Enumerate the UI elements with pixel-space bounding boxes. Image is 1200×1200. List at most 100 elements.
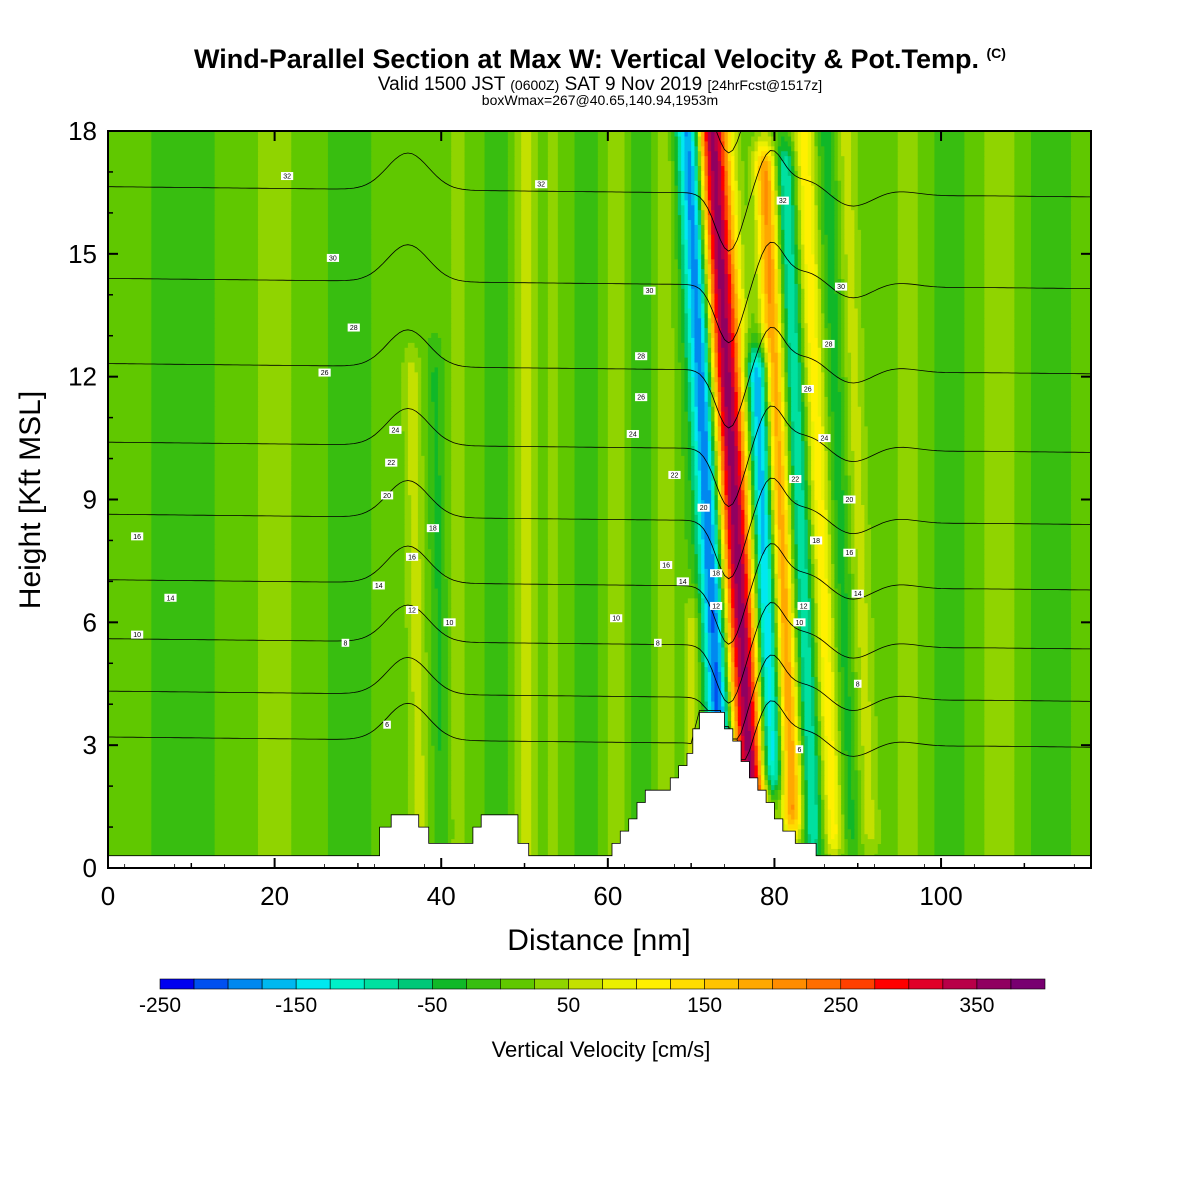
theta-label-text: 28: [825, 341, 833, 348]
x-tick-label: 20: [260, 881, 289, 911]
theta-label: 14: [676, 577, 689, 586]
theta-label: 16: [131, 532, 144, 541]
theta-label-text: 32: [779, 198, 787, 205]
theta-contour: [108, 241, 1091, 344]
theta-label: 10: [610, 614, 623, 623]
colorbar-tick-label: -50: [417, 994, 447, 1017]
theta-label-bg: [668, 470, 681, 479]
theta-contour: [108, 654, 1091, 740]
x-axis: 0 20 40 60 80 100: [101, 131, 1026, 911]
colorbar-swatch: [738, 978, 773, 990]
y-tick-label: 12: [68, 362, 97, 392]
theta-contour: [108, 477, 1091, 580]
colorbar-swatch: [602, 978, 637, 990]
colorbar-swatch: [840, 978, 876, 990]
y-tick-label: 15: [68, 239, 97, 269]
theta-label-bg: [710, 601, 723, 610]
theta-label-text: 14: [854, 591, 862, 598]
y-tick-label: 0: [83, 853, 97, 883]
theta-label-text: 30: [329, 255, 337, 262]
theta-contour: [108, 150, 1091, 252]
theta-label-bg: [818, 434, 831, 443]
theta-label-text: 30: [646, 288, 654, 295]
theta-label: 16: [843, 548, 856, 557]
colorbar-swatch: [670, 978, 705, 990]
x-tick-label: 60: [593, 881, 622, 911]
colorbar-swatch: [159, 978, 195, 990]
theta-label-text: 32: [283, 174, 291, 181]
theta-label-bg: [654, 638, 662, 647]
theta-label-bg: [710, 569, 723, 578]
theta-label: 28: [822, 339, 835, 348]
theta-label-text: 18: [812, 538, 820, 545]
theta-label: 12: [797, 601, 810, 610]
theta-label-bg: [676, 577, 689, 586]
theta-label-bg: [372, 581, 385, 590]
colorbar-swatch: [397, 978, 433, 990]
theta-label-bg: [822, 339, 835, 348]
theta-label-text: 24: [629, 431, 637, 438]
colorbar-swatch: [908, 978, 944, 990]
theta-label-bg: [610, 614, 623, 623]
theta-contour: [108, 0, 1091, 48]
theta-label-bg: [535, 180, 548, 189]
theta-label: 26: [318, 368, 331, 377]
colorbar-swatch: [500, 978, 535, 990]
colorbar-swatch: [1010, 978, 1046, 990]
theta-label: 26: [635, 393, 648, 402]
theta-label: 22: [668, 470, 681, 479]
theta-label-bg: [853, 679, 862, 688]
colorbar-swatch: [193, 978, 229, 990]
colorbar-swatch: [636, 978, 671, 990]
theta-label-bg: [797, 601, 810, 610]
theta-label-text: 8: [856, 681, 860, 688]
theta-label: 24: [818, 434, 831, 443]
theta-label-text: 22: [671, 472, 679, 479]
theta-label-bg: [326, 253, 340, 262]
theta-contour: [108, 602, 1091, 704]
theta-label: 16: [660, 561, 673, 570]
theta-label: 18: [809, 536, 823, 545]
colorbar-swatch: [227, 978, 263, 990]
valid-time-b: SAT 9 Nov 2019: [564, 74, 703, 95]
theta-label-bg: [131, 532, 144, 541]
theta-label-text: 20: [383, 493, 391, 500]
theta-label-bg: [426, 524, 439, 533]
y-axis: 0 3 6 9 12 15 18: [68, 116, 1091, 883]
theta-label-bg: [635, 352, 648, 361]
theta-label-bg: [843, 548, 856, 557]
theta-label-text: 14: [679, 579, 687, 586]
theta-label-text: 12: [712, 603, 720, 610]
theta-label: 30: [643, 286, 656, 295]
theta-label-text: 10: [133, 632, 141, 639]
theta-label-text: 24: [392, 427, 400, 434]
colorbar-swatch: [432, 978, 467, 990]
vertical-velocity-field: [108, 131, 1091, 868]
theta-label-text: 26: [804, 386, 812, 393]
theta-label-text: 30: [837, 284, 845, 291]
theta-label: 10: [131, 630, 144, 639]
x-tick-label: 40: [427, 881, 456, 911]
theta-label-text: 6: [385, 722, 389, 729]
colorbar-swatch: [568, 978, 603, 990]
theta-label: 28: [635, 352, 648, 361]
theta-label-bg: [851, 589, 864, 598]
theta-contour: [108, 327, 1091, 429]
x-tick-label: 0: [101, 881, 115, 911]
colorbar: -250 -150 -50 50 150 250 350: [139, 978, 1046, 1017]
theta-label-text: 14: [375, 583, 383, 590]
theta-label: 20: [697, 503, 710, 512]
colorbar-swatch: [806, 978, 842, 990]
theta-label: 22: [385, 458, 398, 467]
theta-label-text: 16: [662, 563, 670, 570]
theta-label: 20: [843, 495, 856, 504]
theta-label-text: 26: [637, 395, 645, 402]
colorbar-swatch: [772, 978, 808, 990]
theta-label-bg: [834, 282, 848, 291]
theta-label-text: 32: [537, 182, 545, 189]
x-axis-label: Distance [nm]: [507, 924, 690, 957]
colorbar-tick-label: -150: [275, 994, 317, 1017]
theta-label: 10: [793, 618, 806, 627]
valid-time-zone: (0600Z): [510, 77, 560, 93]
theta-label: 6: [795, 745, 804, 754]
